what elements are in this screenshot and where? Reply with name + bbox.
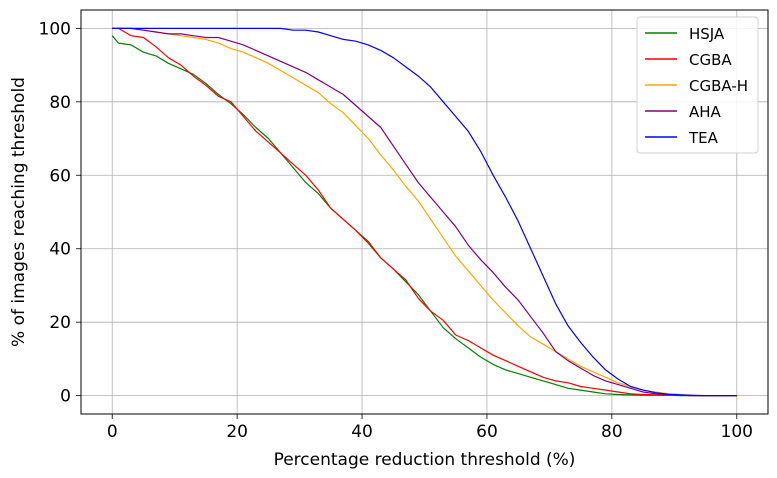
y-tick-label: 0: [60, 387, 71, 407]
y-tick-label: 80: [49, 93, 71, 113]
x-tick-label: 80: [601, 422, 623, 442]
y-tick-label: 60: [49, 166, 71, 186]
legend: HSJA CGBA CGBA-H AHA TEA: [636, 16, 759, 154]
x-tick-label: 40: [351, 422, 373, 442]
x-tick-label: 100: [721, 422, 753, 442]
series-line-cgba-h: [112, 27, 737, 397]
legend-label-cgba-h: CGBA-H: [689, 77, 748, 95]
y-axis-ticks: 0 20 40 60 80 100: [39, 19, 81, 407]
plot-frame: [80, 9, 769, 415]
series-lines: [111, 27, 737, 397]
series-line-hsja: [111, 35, 737, 397]
legend-label-cgba: CGBA: [689, 51, 732, 69]
y-tick-label: 100: [39, 19, 71, 39]
series-line-tea: [112, 27, 737, 397]
legend-label-hsja: HSJA: [689, 25, 725, 43]
x-tick-label: 20: [226, 422, 248, 442]
y-axis-label: % of images reaching threshold: [9, 77, 29, 347]
series-line-cgba: [112, 27, 737, 397]
y-tick-label: 20: [49, 313, 71, 333]
x-tick-label: 0: [107, 422, 118, 442]
series-line-aha: [112, 27, 737, 397]
x-axis-ticks: 0 20 40 60 80 100: [107, 414, 753, 442]
legend-box: [636, 16, 759, 154]
y-tick-label: 40: [49, 240, 71, 260]
x-tick-label: 60: [476, 422, 498, 442]
legend-label-aha: AHA: [689, 103, 722, 121]
x-axis-label: Percentage reduction threshold (%): [274, 450, 576, 470]
legend-label-tea: TEA: [688, 129, 719, 147]
